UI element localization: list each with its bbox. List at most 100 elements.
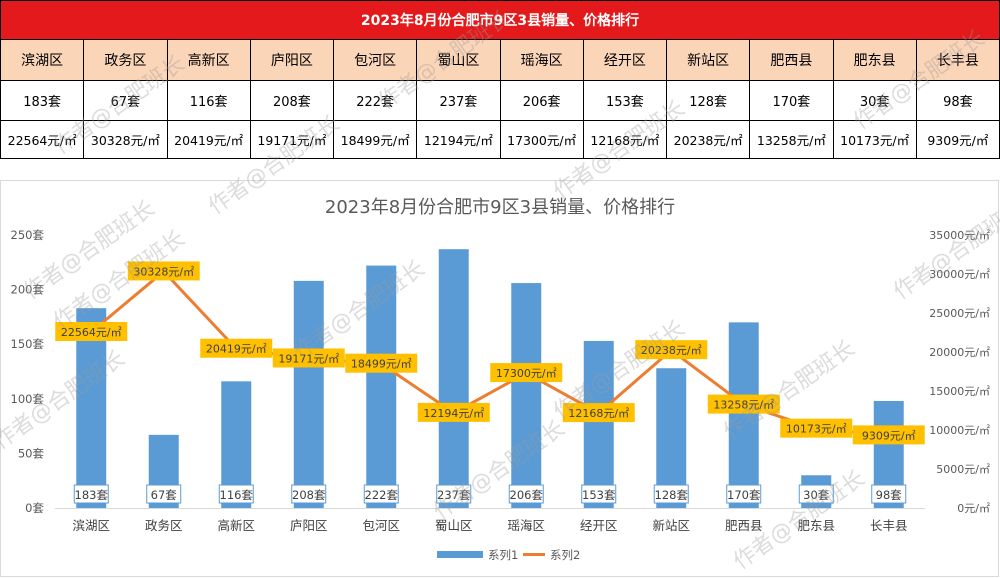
legend-label: 系列1 bbox=[488, 548, 518, 562]
bar bbox=[366, 265, 397, 508]
sales-label-box bbox=[581, 484, 617, 504]
table-header-cell: 长丰县 bbox=[915, 39, 1000, 81]
sales-label-box bbox=[363, 484, 399, 504]
table-header-cell: 肥东县 bbox=[832, 39, 917, 81]
sales-data-label: 237套 bbox=[437, 488, 471, 502]
sales-label-box bbox=[73, 484, 109, 504]
sales-label-box bbox=[653, 484, 689, 504]
table-price-cell: 19171元/㎡ bbox=[249, 120, 335, 159]
sales-label-box bbox=[146, 484, 182, 504]
table-price-cell: 13258元/㎡ bbox=[749, 120, 834, 159]
y-left-tick-label: 50套 bbox=[18, 446, 45, 460]
legend-label: 系列2 bbox=[550, 548, 580, 562]
x-tick-label: 蜀山区 bbox=[435, 518, 473, 533]
sales-data-label: 67套 bbox=[151, 488, 178, 502]
sales-data-label: 170套 bbox=[727, 488, 761, 502]
sales-label-box bbox=[508, 484, 544, 504]
price-data-label: 13258元/㎡ bbox=[713, 399, 774, 412]
table-header-cell: 肥西县 bbox=[749, 39, 834, 81]
price-label-box bbox=[200, 338, 273, 358]
sales-data-label: 30套 bbox=[803, 488, 830, 502]
price-label-box bbox=[127, 261, 200, 281]
x-tick-label: 新站区 bbox=[652, 518, 690, 533]
y-left-tick-label: 250套 bbox=[11, 228, 45, 242]
price-label-box bbox=[635, 340, 708, 360]
price-label-box bbox=[852, 425, 925, 445]
sales-data-label: 153套 bbox=[582, 488, 616, 502]
price-data-label: 9309元/㎡ bbox=[862, 429, 916, 442]
table-price-cell: 22564元/㎡ bbox=[0, 120, 85, 159]
price-label-box bbox=[562, 403, 635, 423]
table-price-cell: 10173元/㎡ bbox=[832, 120, 917, 159]
x-tick-label: 经开区 bbox=[580, 518, 618, 533]
price-data-label: 22564元/㎡ bbox=[61, 326, 122, 339]
price-data-label: 18499元/㎡ bbox=[351, 358, 412, 371]
y-right-tick-label: 30000元/㎡ bbox=[929, 268, 990, 281]
legend-swatch-bar bbox=[437, 551, 483, 558]
table-price-cell: 9309元/㎡ bbox=[915, 120, 1000, 159]
watermark-text: 作者@合肥班长 bbox=[374, 6, 515, 115]
y-left-tick-label: 100套 bbox=[11, 392, 45, 406]
sales-data-label: 98套 bbox=[876, 488, 903, 502]
table-header-cell: 新站区 bbox=[665, 39, 751, 81]
x-tick-label: 庐阳区 bbox=[290, 518, 328, 533]
y-left-tick-label: 0套 bbox=[25, 501, 44, 515]
table-sales-cell: 183套 bbox=[0, 80, 85, 121]
table-price-cell: 12168元/㎡ bbox=[582, 120, 668, 159]
price-data-label: 12194元/㎡ bbox=[423, 407, 484, 420]
sales-label-box bbox=[871, 484, 907, 504]
table-title: 2023年8月份合肥市9区3县销量、价格排行 bbox=[0, 0, 1000, 40]
price-data-label: 17300元/㎡ bbox=[496, 367, 557, 380]
x-tick-label: 政务区 bbox=[145, 518, 183, 533]
table-price-cell: 20419元/㎡ bbox=[166, 120, 251, 159]
x-tick-label: 包河区 bbox=[362, 518, 400, 533]
chart-frame bbox=[0, 180, 999, 577]
table-sales-cell: 170套 bbox=[749, 80, 834, 121]
watermark-text: 作者@合肥班长 bbox=[889, 196, 1000, 305]
y-left-tick-label: 150套 bbox=[11, 337, 45, 351]
sales-data-label: 183套 bbox=[75, 488, 109, 502]
summary-table: 2023年8月份合肥市9区3县销量、价格排行 滨湖区 政务区 高新区 庐阳区 包河区 蜀山… bbox=[0, 0, 1000, 159]
table-header-row: 滨湖区 政务区 高新区 庐阳区 包河区 蜀山区 瑶海区 经开区 新站区 肥西县 肥东县 长丰县 bbox=[0, 39, 1000, 81]
bar bbox=[293, 280, 324, 508]
x-tick-label: 高新区 bbox=[217, 518, 255, 533]
watermark-text: 作者@合肥班长 bbox=[849, 26, 990, 135]
price-label-box bbox=[490, 363, 563, 383]
bar bbox=[728, 322, 759, 508]
y-right-tick-label: 0元/㎡ bbox=[957, 502, 990, 515]
y-left-tick-label: 200套 bbox=[11, 283, 45, 297]
table-header-cell: 包河区 bbox=[332, 39, 418, 81]
x-tick-label: 瑶海区 bbox=[507, 518, 545, 533]
bar bbox=[511, 283, 542, 508]
y-right-tick-label: 10000元/㎡ bbox=[929, 424, 990, 437]
price-label-box bbox=[707, 394, 780, 414]
watermark-text: 作者@合肥班长 bbox=[49, 51, 190, 160]
price-data-label: 20419元/㎡ bbox=[206, 343, 267, 356]
table-price-row: 22564元/㎡ 30328元/㎡ 20419元/㎡ 19171元/㎡ 18499元/㎡… bbox=[0, 120, 1000, 159]
sales-label-box bbox=[798, 484, 834, 504]
sales-data-label: 208套 bbox=[292, 488, 326, 502]
table-sales-cell: 116套 bbox=[166, 80, 251, 121]
sales-data-label: 128套 bbox=[655, 488, 689, 502]
y-right-tick-label: 5000元/㎡ bbox=[936, 463, 990, 476]
x-tick-label: 滨湖区 bbox=[72, 518, 110, 533]
table-sales-cell: 98套 bbox=[915, 80, 1000, 121]
bar bbox=[76, 308, 107, 508]
table-price-cell: 12194元/㎡ bbox=[416, 120, 501, 159]
table-header-cell: 庐阳区 bbox=[249, 39, 335, 81]
y-right-tick-label: 20000元/㎡ bbox=[929, 346, 990, 359]
bar bbox=[583, 340, 614, 508]
price-data-label: 10173元/㎡ bbox=[786, 423, 847, 436]
y-right-tick-label: 25000元/㎡ bbox=[929, 307, 990, 320]
table-sales-cell: 153套 bbox=[582, 80, 668, 121]
x-tick-label: 长丰县 bbox=[870, 518, 908, 533]
sales-label-box bbox=[726, 484, 762, 504]
price-label-box bbox=[272, 348, 345, 368]
x-tick-label: 肥西县 bbox=[725, 518, 763, 533]
price-label-box bbox=[345, 353, 418, 373]
table-header-cell: 经开区 bbox=[582, 39, 668, 81]
table-price-cell: 17300元/㎡ bbox=[499, 120, 584, 159]
table-header-cell: 瑶海区 bbox=[499, 39, 584, 81]
price-data-label: 30328元/㎡ bbox=[133, 265, 194, 278]
